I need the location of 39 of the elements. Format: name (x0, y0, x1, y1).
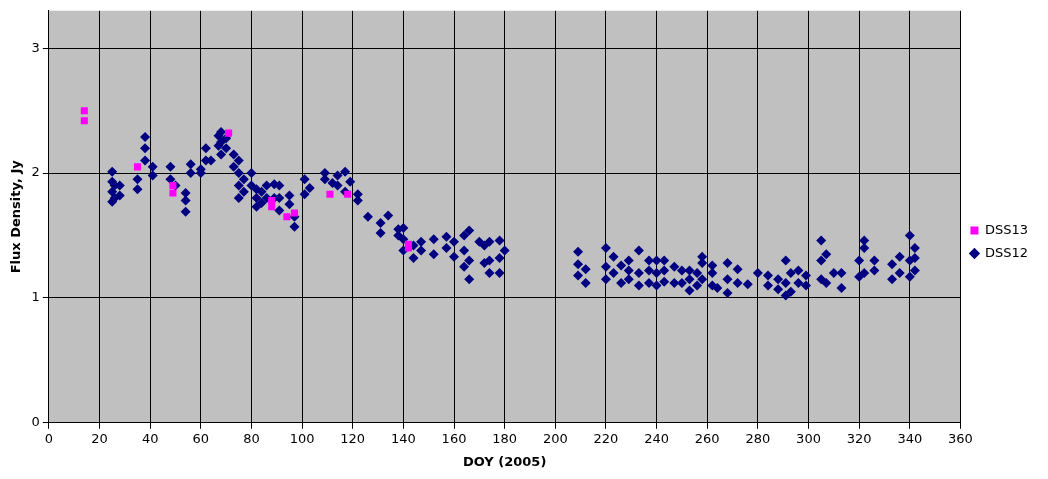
point (169, 182, 177, 190)
x-axis-title: DOY (2005) (462, 453, 547, 469)
point (80, 117, 88, 125)
y-tick-label: 3 (31, 39, 40, 55)
x-tick-label: 80 (243, 430, 260, 446)
x-tick-label: 160 (441, 430, 467, 446)
legend-label: DSS12 (984, 244, 1029, 260)
y-tick-label: 1 (31, 289, 40, 305)
x-tick-label: 320 (846, 430, 872, 446)
x-tick-label: 260 (694, 430, 720, 446)
x-tick-label: 180 (492, 430, 518, 446)
x-tick-label: 300 (796, 430, 821, 446)
y-tick-label: 2 (31, 164, 40, 180)
y-axis-title: Flux Density, Jy (8, 159, 24, 274)
x-tick-label: 140 (390, 430, 416, 446)
x-tick-label: 280 (745, 430, 771, 446)
point (80, 107, 88, 115)
point (290, 209, 299, 217)
point (133, 163, 142, 171)
point (326, 190, 334, 198)
x-tick-label: 40 (141, 430, 159, 446)
x-tick-label: 360 (948, 430, 973, 446)
x-tick-label: 220 (593, 430, 619, 446)
x-tick-label: 20 (91, 430, 108, 446)
x-tick-label: 340 (897, 430, 923, 446)
x-tick-label: 100 (289, 430, 315, 446)
point (169, 189, 177, 197)
legend-label: DSS13 (984, 221, 1029, 237)
x-tick-label: 200 (542, 430, 568, 446)
point (404, 240, 412, 248)
point (268, 197, 276, 205)
x-tick-label: 0 (44, 430, 54, 446)
point (283, 213, 291, 221)
x-tick-label: 240 (644, 430, 669, 446)
y-tick-label: 0 (31, 414, 40, 430)
point (225, 129, 233, 137)
x-tick-label: 60 (192, 430, 210, 446)
point (344, 190, 352, 198)
x-tick-label: 120 (340, 430, 366, 446)
